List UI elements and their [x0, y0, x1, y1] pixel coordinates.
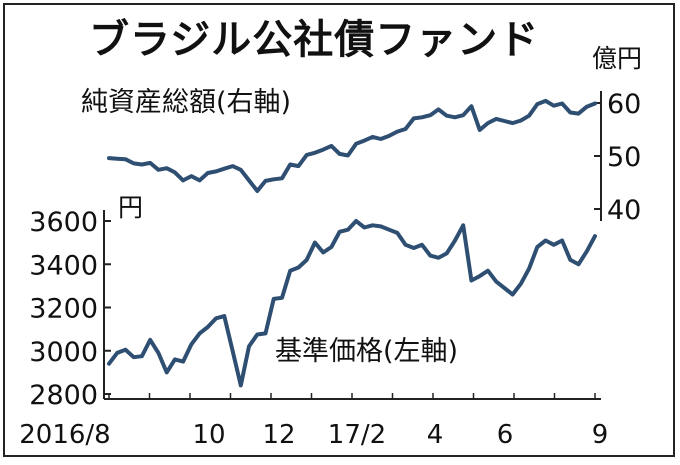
chart-title: ブラジル公社債ファンド [89, 17, 539, 63]
x-tick-label: 2016/8 [19, 420, 110, 450]
left-tick-label: 3000 [29, 337, 98, 368]
x-tick-label: 6 [497, 420, 514, 450]
x-tick-label: 10 [192, 420, 225, 450]
net-assets-series-label: 純資産総額(右軸) [81, 87, 291, 118]
right-tick-label: 40 [607, 195, 641, 226]
nav-price-series-label: 基準価格(左軸) [275, 336, 458, 367]
chart-canvas: ブラジル公社債ファンド 億円 円 純資産総額(右軸) 基準価格(左軸) 2800… [19, 17, 642, 450]
nav-price-line [107, 219, 597, 388]
left-tick-label: 3400 [29, 250, 98, 281]
series-lines [107, 98, 597, 388]
x-tick-label: 9 [592, 420, 609, 450]
axes: 2800 3000 3200 3400 3600 40 50 60 2016/8 10 12 17/2… [19, 89, 641, 450]
left-axis-unit: 円 [118, 193, 143, 222]
right-axis-unit: 億円 [592, 44, 642, 73]
x-tick-label: 17/2 [328, 420, 386, 450]
right-tick-label: 50 [607, 142, 641, 173]
chart-frame: ブラジル公社債ファンド 億円 円 純資産総額(右軸) 基準価格(左軸) 2800… [3, 3, 675, 457]
x-tick-label: 4 [427, 420, 444, 450]
net-assets-line [107, 98, 597, 193]
left-tick-label: 3600 [29, 207, 98, 238]
x-tick-label: 12 [262, 420, 295, 450]
left-tick-label: 2800 [29, 380, 98, 411]
left-tick-label: 3200 [29, 294, 98, 325]
right-tick-label: 60 [607, 89, 641, 120]
